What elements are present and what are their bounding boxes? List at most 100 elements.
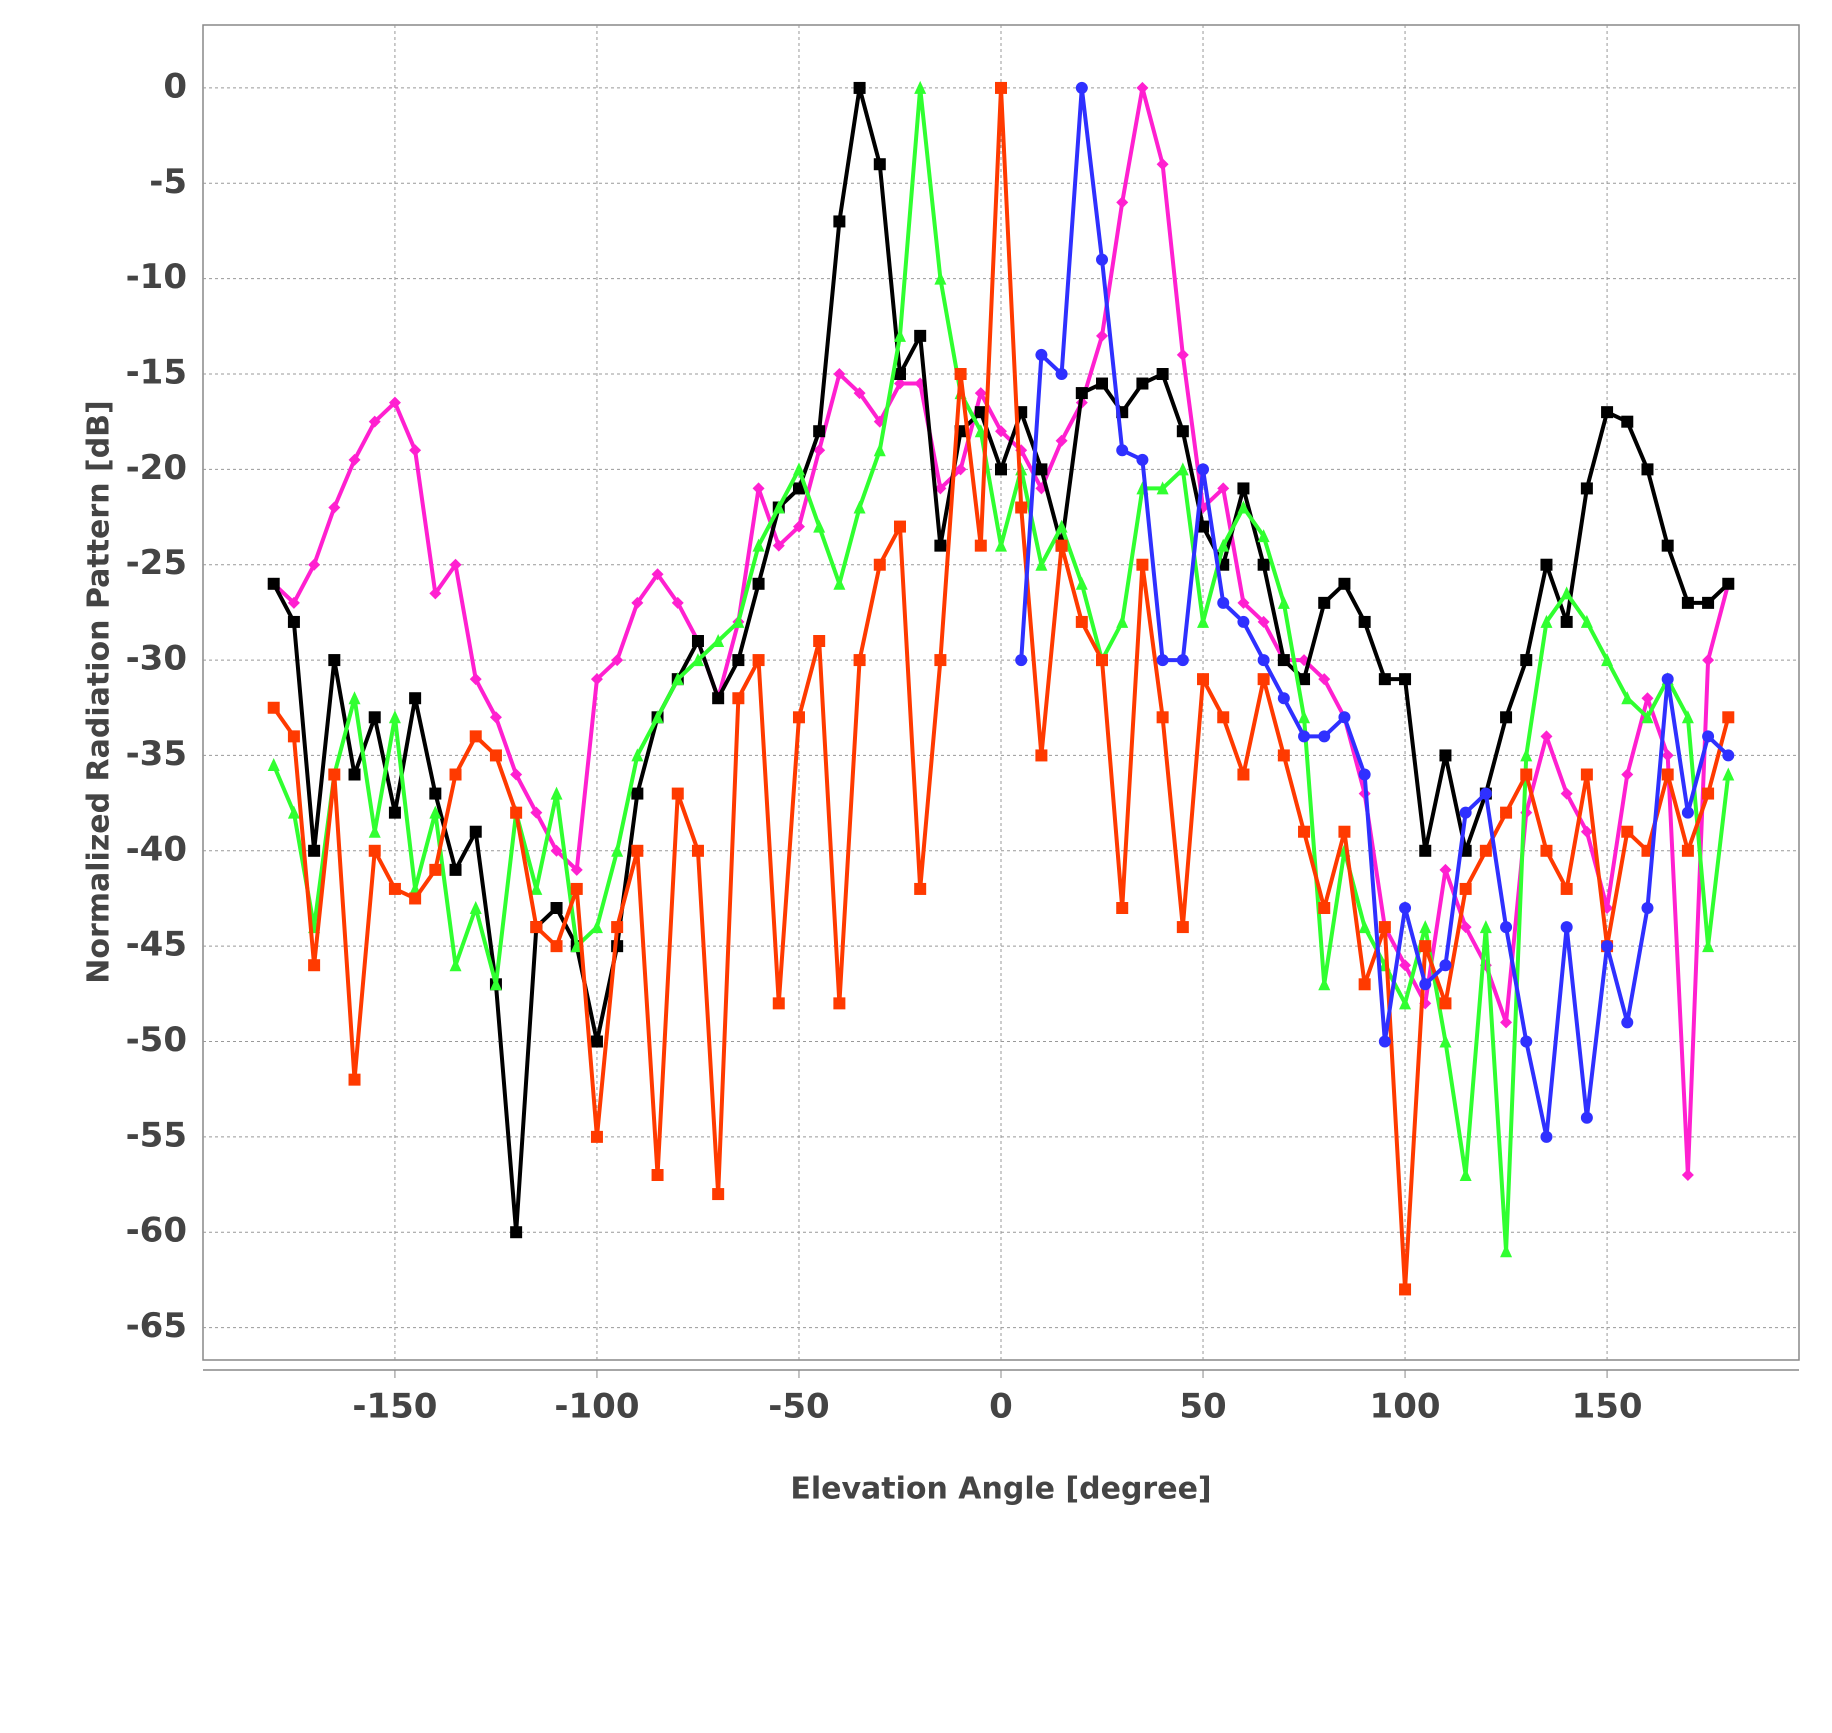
- marker: [1035, 749, 1048, 762]
- marker: [1681, 596, 1694, 609]
- marker: [1560, 921, 1573, 934]
- marker: [1580, 825, 1593, 838]
- marker: [813, 444, 826, 457]
- marker: [1096, 329, 1109, 342]
- marker: [1500, 806, 1513, 819]
- marker: [712, 634, 725, 648]
- marker: [308, 844, 321, 857]
- marker: [368, 844, 381, 857]
- y-tick-label: -30: [126, 639, 187, 679]
- marker: [1621, 691, 1634, 705]
- marker: [1217, 711, 1230, 724]
- marker: [792, 520, 805, 533]
- marker: [873, 558, 886, 571]
- marker: [611, 654, 624, 667]
- marker: [691, 844, 704, 857]
- marker: [1197, 463, 1210, 476]
- marker: [510, 768, 523, 781]
- y-tick-label: -55: [126, 1115, 187, 1155]
- y-tick-label: 0: [163, 66, 187, 106]
- marker: [1601, 406, 1614, 419]
- marker: [893, 377, 906, 390]
- marker: [1015, 654, 1028, 667]
- marker: [388, 396, 401, 409]
- marker: [1096, 253, 1109, 266]
- marker: [1500, 711, 1513, 724]
- marker: [1136, 81, 1149, 94]
- series-group: [267, 81, 1735, 1296]
- marker: [1197, 520, 1210, 533]
- marker: [1237, 596, 1250, 609]
- marker: [1702, 787, 1715, 800]
- marker: [1560, 787, 1573, 800]
- marker: [1156, 158, 1169, 171]
- marker: [449, 958, 462, 972]
- marker: [1621, 415, 1634, 428]
- marker: [267, 701, 280, 714]
- marker: [1419, 940, 1432, 953]
- marker: [1540, 558, 1553, 571]
- marker: [429, 863, 442, 876]
- marker: [1176, 921, 1189, 934]
- marker: [1601, 940, 1614, 953]
- marker: [772, 539, 785, 552]
- marker: [1479, 920, 1492, 934]
- x-tick-label: -150: [352, 1387, 437, 1427]
- marker: [712, 1188, 725, 1201]
- marker: [954, 463, 967, 476]
- marker: [1318, 977, 1331, 991]
- marker: [530, 806, 543, 819]
- marker: [873, 443, 886, 457]
- marker: [1459, 1168, 1472, 1182]
- marker: [853, 387, 866, 400]
- marker: [833, 576, 846, 590]
- y-tick-label: -40: [126, 829, 187, 869]
- marker: [1621, 1016, 1634, 1029]
- marker: [1156, 711, 1169, 724]
- marker: [388, 710, 401, 724]
- marker: [1560, 586, 1573, 600]
- marker: [1500, 921, 1513, 934]
- marker: [368, 824, 381, 838]
- marker: [1419, 978, 1432, 991]
- marker: [752, 482, 765, 495]
- y-tick-label: -35: [126, 734, 187, 774]
- marker: [1298, 710, 1311, 724]
- marker: [287, 805, 300, 819]
- marker: [1540, 1130, 1553, 1143]
- marker: [1641, 902, 1654, 915]
- marker: [691, 635, 704, 648]
- marker: [469, 673, 482, 686]
- marker: [1237, 500, 1250, 514]
- marker: [449, 558, 462, 571]
- marker: [671, 787, 684, 800]
- marker: [1136, 377, 1149, 390]
- marker: [1439, 959, 1452, 972]
- marker: [1399, 996, 1412, 1010]
- marker: [1681, 844, 1694, 857]
- marker: [974, 406, 987, 419]
- marker: [1681, 710, 1694, 724]
- marker: [328, 654, 341, 667]
- marker: [974, 387, 987, 400]
- marker: [934, 654, 947, 667]
- marker: [833, 215, 846, 228]
- marker: [1277, 595, 1290, 609]
- marker: [489, 977, 502, 991]
- marker: [570, 863, 583, 876]
- marker: [1580, 614, 1593, 628]
- y-tick-label: -15: [126, 353, 187, 393]
- marker: [308, 558, 321, 571]
- marker: [772, 500, 785, 514]
- marker: [1298, 730, 1311, 743]
- marker: [1338, 577, 1351, 590]
- marker: [1520, 748, 1533, 762]
- marker: [1560, 615, 1573, 628]
- marker: [1580, 482, 1593, 495]
- marker: [934, 482, 947, 495]
- marker: [409, 444, 422, 457]
- marker: [1378, 921, 1391, 934]
- marker: [1277, 749, 1290, 762]
- marker: [409, 892, 422, 905]
